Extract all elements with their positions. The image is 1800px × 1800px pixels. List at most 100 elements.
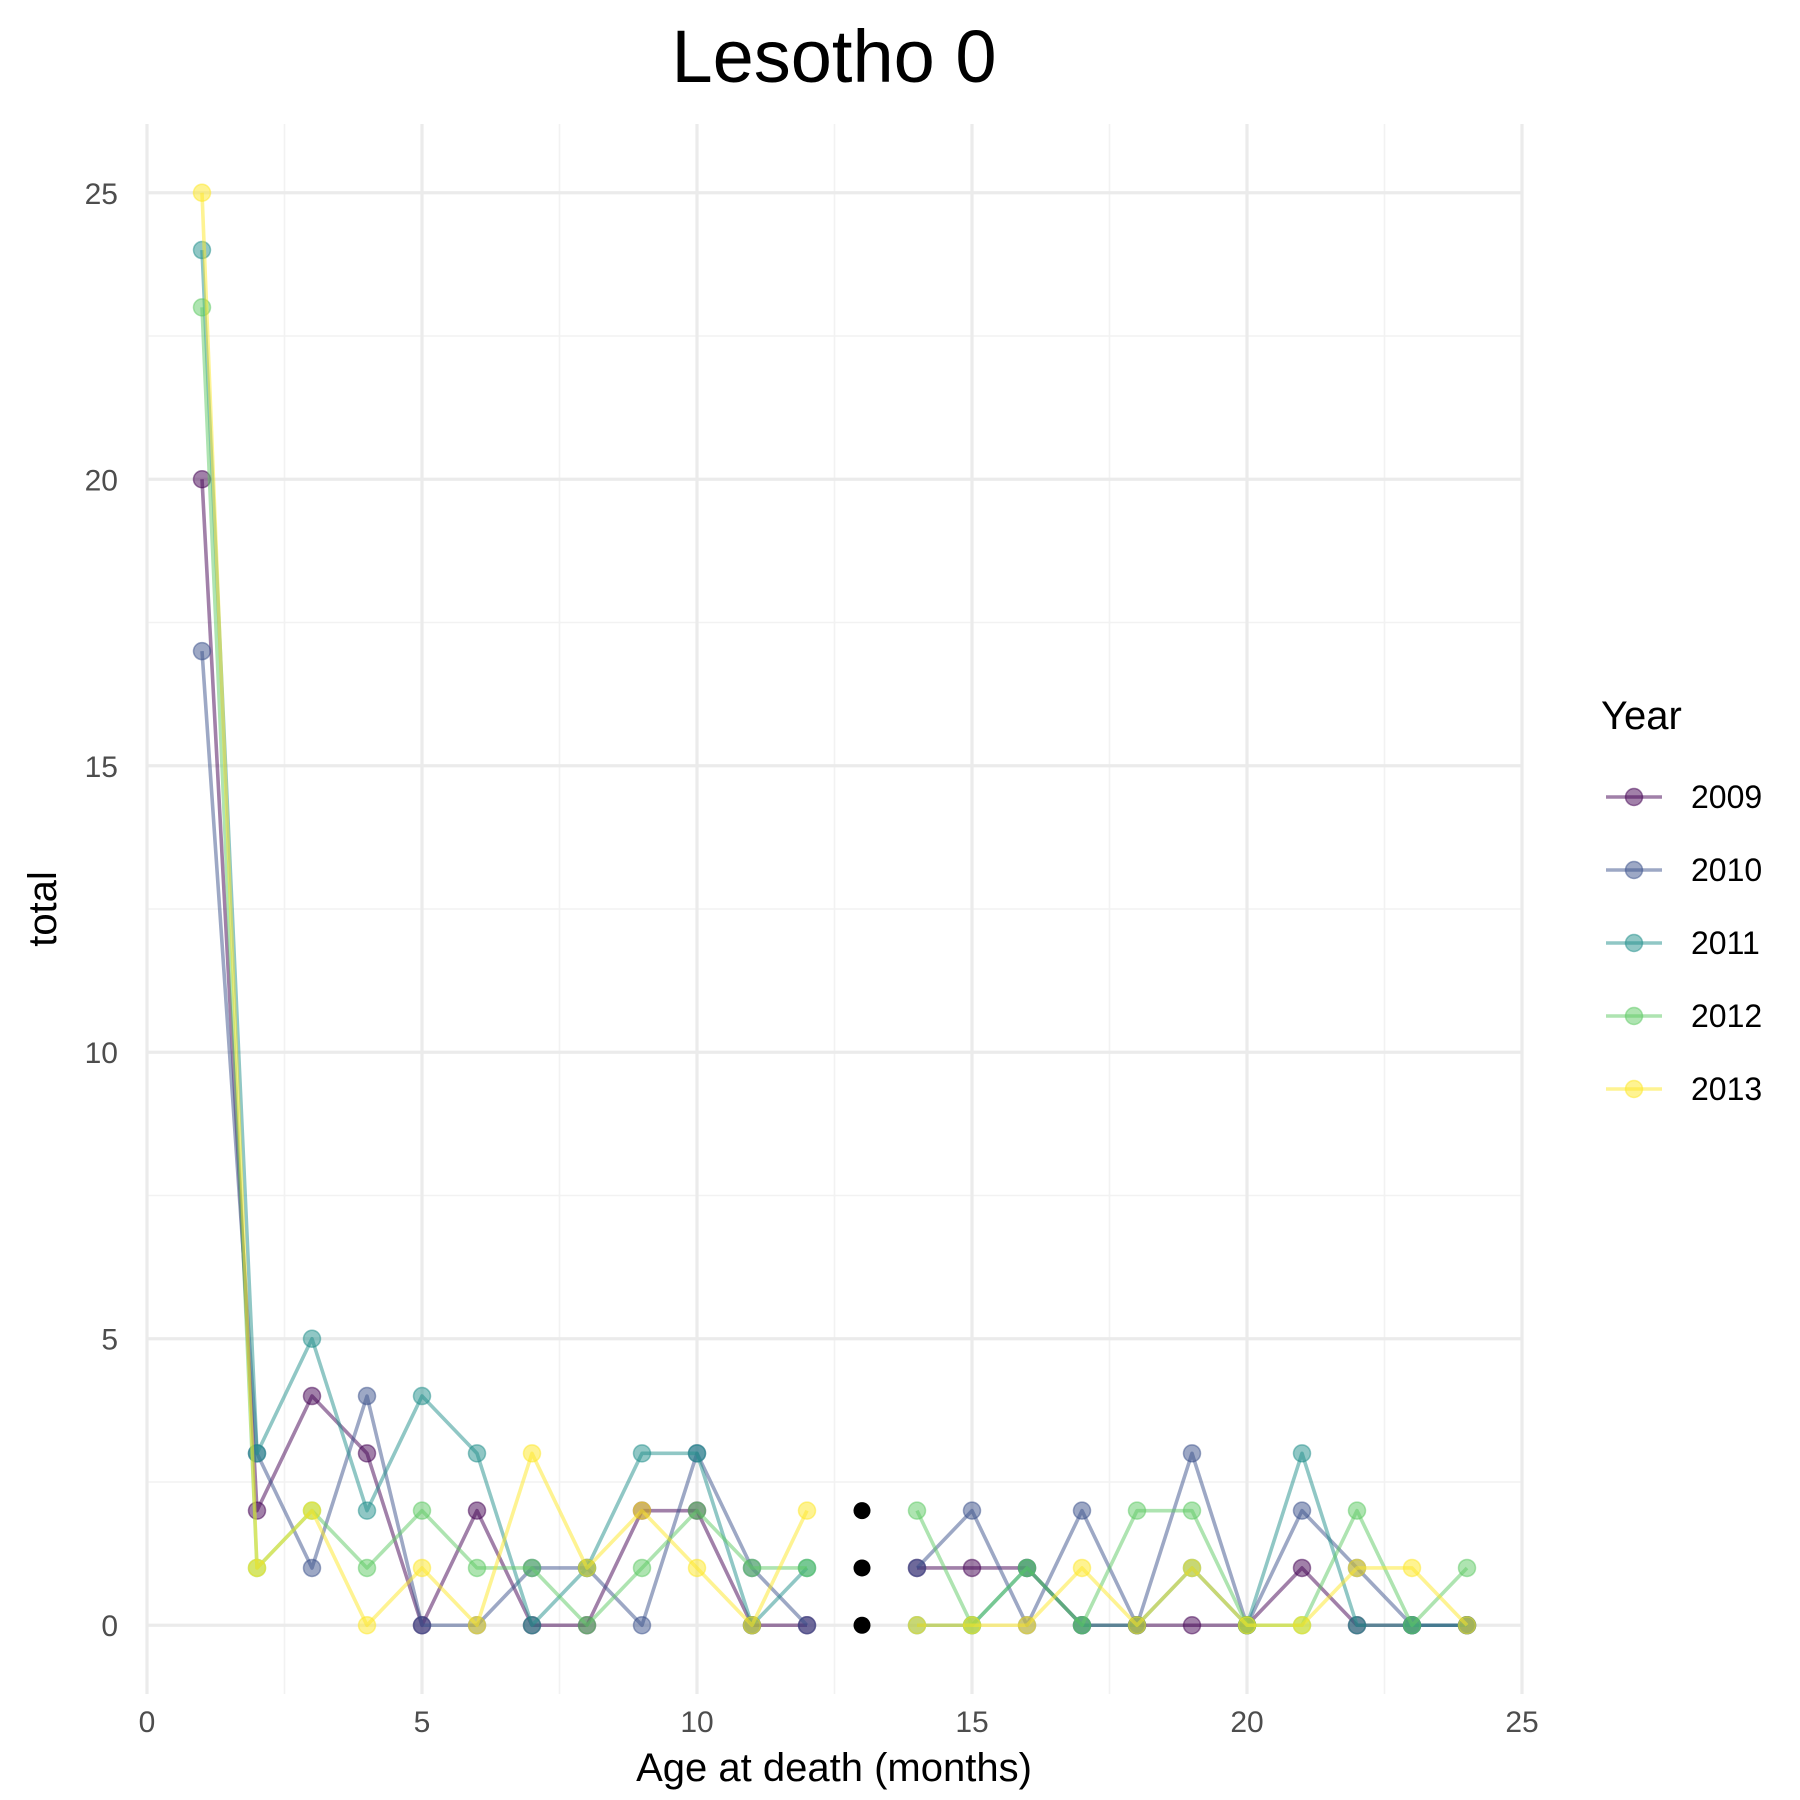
data-point <box>357 1501 377 1520</box>
series-line <box>200 651 809 1628</box>
data-point <box>522 1444 542 1463</box>
y-tick-label: 20 <box>85 464 118 497</box>
data-point <box>192 641 212 661</box>
data-point <box>412 1501 432 1520</box>
y-axis-ticks: 0 5 10 15 20 25 <box>85 178 118 1643</box>
na-point <box>853 1502 871 1520</box>
data-point <box>742 1558 762 1578</box>
legend-key-point <box>1624 787 1644 807</box>
data-point <box>1347 1615 1367 1635</box>
data-point <box>357 1558 377 1578</box>
data-point <box>1402 1615 1422 1635</box>
data-point <box>357 1444 377 1463</box>
data-point <box>302 1501 322 1520</box>
data-point <box>687 1558 707 1578</box>
data-point <box>1127 1615 1147 1635</box>
data-point <box>1292 1501 1312 1520</box>
y-tick-label: 10 <box>85 1037 118 1070</box>
data-point <box>1457 1615 1477 1635</box>
series-line <box>200 249 809 1628</box>
data-point <box>577 1615 597 1635</box>
data-point <box>1017 1558 1037 1578</box>
legend-item-2013: 2013 <box>1606 1071 1762 1107</box>
data-point <box>522 1615 542 1635</box>
legend-item-2011: 2011 <box>1606 925 1760 961</box>
legend-title: Year <box>1601 694 1682 738</box>
data-point <box>742 1615 762 1635</box>
data-point <box>467 1444 487 1463</box>
data-point <box>687 1444 707 1463</box>
data-point <box>1182 1444 1202 1463</box>
legend-label: 2013 <box>1691 1071 1762 1107</box>
data-point <box>907 1558 927 1578</box>
data-point <box>467 1501 487 1520</box>
x-tick-label: 25 <box>1505 1706 1538 1739</box>
y-axis-title: total <box>21 871 65 947</box>
data-point <box>907 1615 927 1635</box>
legend-label: 2010 <box>1691 852 1762 888</box>
legend-key-point <box>1624 1006 1644 1026</box>
y-tick-label: 25 <box>85 178 118 211</box>
data-point <box>1182 1501 1202 1520</box>
legend-item-2010: 2010 <box>1606 852 1762 888</box>
data-point <box>1182 1558 1202 1578</box>
y-tick-label: 15 <box>85 751 118 784</box>
na-point <box>853 1616 871 1634</box>
x-axis-ticks: 0 5 10 15 20 25 <box>139 1706 1539 1739</box>
data-point <box>632 1558 652 1578</box>
data-point <box>247 1501 267 1520</box>
data-point <box>1072 1615 1092 1635</box>
x-tick-label: 10 <box>680 1706 713 1739</box>
chart-title: Lesotho 0 <box>671 15 996 98</box>
y-tick-label: 0 <box>101 1610 118 1643</box>
data-point <box>1292 1558 1312 1578</box>
data-point <box>467 1615 487 1635</box>
data-point <box>687 1501 707 1520</box>
data-point <box>357 1386 377 1406</box>
data-point <box>302 1329 322 1348</box>
data-point <box>1292 1615 1312 1635</box>
data-point <box>632 1444 652 1463</box>
data-point <box>1237 1615 1257 1635</box>
series-line <box>200 192 809 1628</box>
data-point <box>247 1558 267 1578</box>
legend-item-2012: 2012 <box>1606 998 1762 1034</box>
data-point <box>962 1615 982 1635</box>
data-point <box>412 1615 432 1635</box>
legend-item-2009: 2009 <box>1606 779 1762 815</box>
data-point <box>1017 1615 1037 1635</box>
data-point <box>797 1558 817 1578</box>
data-point <box>1072 1501 1092 1520</box>
legend-label: 2009 <box>1691 779 1762 815</box>
legend-key-point <box>1624 933 1644 953</box>
legend-label: 2012 <box>1691 998 1762 1034</box>
data-point <box>412 1386 432 1406</box>
data-point <box>192 240 212 260</box>
data-point <box>192 183 212 203</box>
legend-key-point <box>1624 860 1644 880</box>
data-point <box>357 1615 377 1635</box>
legend-key-point <box>1624 1079 1644 1099</box>
x-axis-title: Age at death (months) <box>636 1746 1032 1790</box>
x-tick-label: 15 <box>955 1706 988 1739</box>
data-point <box>1347 1558 1367 1578</box>
data-point <box>962 1501 982 1520</box>
y-tick-label: 5 <box>101 1324 118 1357</box>
data-point <box>412 1558 432 1578</box>
data-point <box>797 1501 817 1520</box>
series-layer <box>192 183 1477 1635</box>
data-point <box>797 1615 817 1635</box>
series-2013 <box>192 183 1477 1635</box>
x-tick-label: 20 <box>1230 1706 1263 1739</box>
data-point <box>962 1558 982 1578</box>
na-points <box>853 1502 871 1634</box>
data-point <box>1347 1501 1367 1520</box>
data-point <box>1457 1558 1477 1578</box>
data-point <box>522 1558 542 1578</box>
x-tick-label: 0 <box>139 1706 156 1739</box>
legend: Year 2009 2010 2011 2012 2013 <box>1601 694 1762 1107</box>
data-point <box>1292 1444 1312 1463</box>
x-tick-label: 5 <box>414 1706 431 1739</box>
grid <box>145 124 1524 1694</box>
